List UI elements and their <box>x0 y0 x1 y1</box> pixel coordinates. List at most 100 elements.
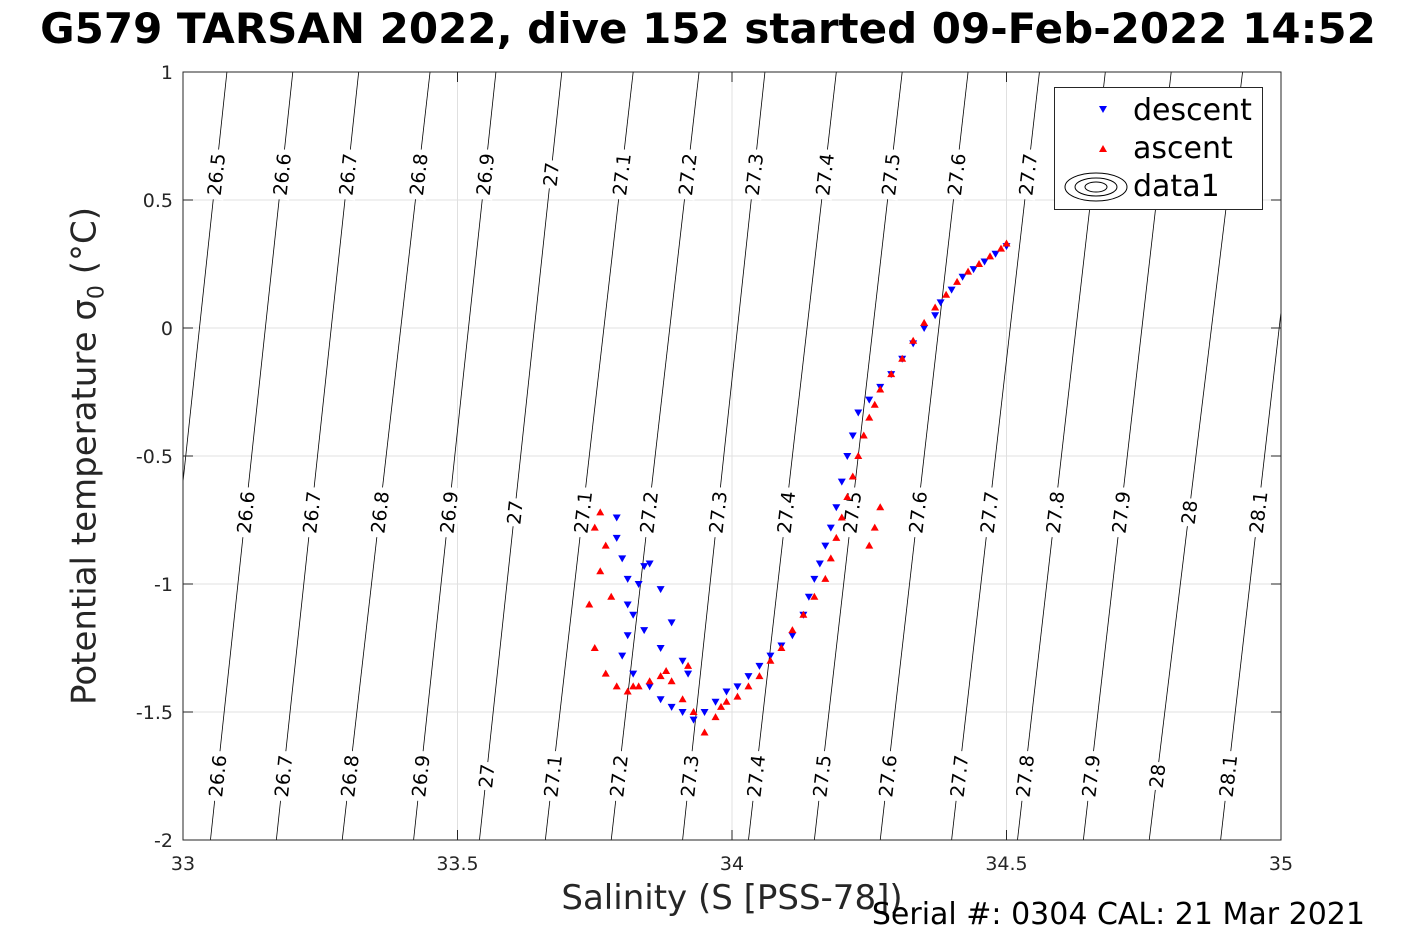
isopycnal-label: 27.2 <box>606 754 633 799</box>
isopycnal-label: 28.1 <box>1216 754 1243 799</box>
isopycnal-label-group: 26.9 <box>472 148 499 201</box>
isopycnal-label-group: 27.5 <box>839 486 866 539</box>
isopycnal-label: 27.7 <box>947 754 974 799</box>
isopycnal-label-group: 27.4 <box>743 750 770 802</box>
isopycnal-label-bg <box>743 750 769 802</box>
x-tick-label: 33 <box>171 853 195 875</box>
descent-point <box>980 258 989 266</box>
isopycnal-label-group: 27.3 <box>676 750 704 802</box>
descent-point <box>689 716 698 724</box>
isopycnal-label: 26.8 <box>406 152 433 197</box>
ascent-point <box>799 610 808 618</box>
isopycnal-label-bg <box>808 750 835 802</box>
descent-point <box>947 286 956 294</box>
descent-point <box>678 709 687 716</box>
contour-icon <box>1064 172 1128 202</box>
descent-point <box>744 673 753 681</box>
isopycnal-label: 26.5 <box>204 152 230 196</box>
isopycnal-label-group: 27 <box>503 497 528 528</box>
isopycnal-label: 26.7 <box>299 490 325 534</box>
ascent-point <box>843 492 852 500</box>
ascent-point <box>909 336 918 344</box>
descent-point <box>810 575 819 583</box>
descent-point <box>640 563 649 571</box>
ascent-point <box>859 431 868 439</box>
isopycnal-label-bg <box>877 148 904 201</box>
isopycnal-group: 26.5 26.6 26.6 26.6 26.7 26.7 26.7 26.8 26.8 26.8… <box>183 72 1281 840</box>
ascent-point <box>887 370 896 378</box>
descent-point <box>722 688 731 696</box>
isopycnal-label: 26.9 <box>473 152 499 196</box>
descent-point <box>804 593 813 601</box>
isopycnal-line <box>682 72 766 840</box>
isopycnal-label-group: 27.1 <box>539 750 567 802</box>
y-tick-label: -1.5 <box>136 702 173 724</box>
ascent-point <box>755 672 764 680</box>
legend-item-data1: data1 <box>1055 168 1262 206</box>
isopycnal-label-bg <box>976 486 1002 539</box>
isopycnal-label: 27.8 <box>1012 754 1039 799</box>
ascent-point <box>975 260 984 267</box>
descent-point <box>623 601 632 609</box>
descent-point <box>623 632 632 640</box>
isopycnal-label-bg <box>1108 486 1134 539</box>
isopycnal-label-bg <box>570 486 596 539</box>
isopycnal-label-group: 27.7 <box>946 750 974 802</box>
descent-point <box>920 325 929 332</box>
isopycnal-label: 26.6 <box>233 490 259 534</box>
y-tick-label: -1 <box>154 574 173 596</box>
isopycnal-label-bg <box>608 148 635 201</box>
ascent-point <box>865 541 874 549</box>
isopycnal-label: 27.3 <box>742 152 768 196</box>
descent-point <box>788 632 797 640</box>
isopycnal-label-bg <box>232 486 259 539</box>
isopycnal-label: 27 <box>475 763 499 789</box>
y-axis-label-subscript: 0 <box>84 285 110 300</box>
ascent-point <box>601 541 610 549</box>
isopycnal-label: 27.5 <box>809 754 836 799</box>
ascent-point <box>656 672 665 680</box>
isopycnal-line <box>275 72 360 840</box>
isopycnal-label-group: 27.6 <box>874 750 902 802</box>
legend-label-descent: descent <box>1133 93 1252 128</box>
legend-label-data1: data1 <box>1133 169 1220 204</box>
ascent-point <box>601 669 610 677</box>
descent-point <box>832 504 841 512</box>
isopycnal-label: 27.3 <box>677 754 703 798</box>
isopycnal-label-group: 27.1 <box>608 148 636 201</box>
isopycnal-label-group: 27.6 <box>943 148 971 201</box>
isopycnal-label: 26.8 <box>367 490 394 535</box>
ascent-point <box>865 413 874 421</box>
isopycnal-label-group: 26.6 <box>269 148 296 201</box>
isopycnal-label-bg <box>539 159 563 190</box>
ascent-point <box>585 600 594 608</box>
isopycnal-label: 27.7 <box>1015 152 1042 197</box>
y-tick-label: 0.5 <box>143 190 173 212</box>
ascent-point <box>997 244 1006 252</box>
isopycnal-label-group: 27.2 <box>635 486 663 539</box>
isopycnal-label-group: 26.8 <box>366 486 394 539</box>
isopycnal-label-bg <box>407 750 434 802</box>
descent-point <box>854 409 863 417</box>
ascent-point <box>837 513 846 521</box>
isopycnal-label-group: 27.8 <box>1042 486 1069 539</box>
chart-title: G579 TARSAN 2022, dive 152 started 09-Fe… <box>40 4 1376 53</box>
descent-point <box>678 657 687 665</box>
isopycnal-label-group: 27.9 <box>1108 486 1135 539</box>
isopycnal-label-group: 27.2 <box>605 750 633 802</box>
isopycnal-label-bg <box>203 148 229 201</box>
isopycnal-label-group: 27.9 <box>1077 750 1105 802</box>
descent-point <box>848 432 857 440</box>
isopycnal-label-group: 27.3 <box>741 148 768 201</box>
isopycnal-label-bg <box>676 750 703 802</box>
descent-point <box>936 299 945 307</box>
ascent-point <box>1002 239 1011 247</box>
y-axis-label: Potential temperature σ0 (°C) <box>65 207 110 705</box>
descent-point <box>958 273 967 281</box>
ascent-point <box>920 318 929 326</box>
isopycnal-label: 27.6 <box>944 152 971 197</box>
isopycnal-label-bg <box>472 148 498 201</box>
ascent-point <box>667 677 676 685</box>
isopycnal-label: 27.1 <box>540 754 567 799</box>
isopycnal-line <box>341 72 431 840</box>
